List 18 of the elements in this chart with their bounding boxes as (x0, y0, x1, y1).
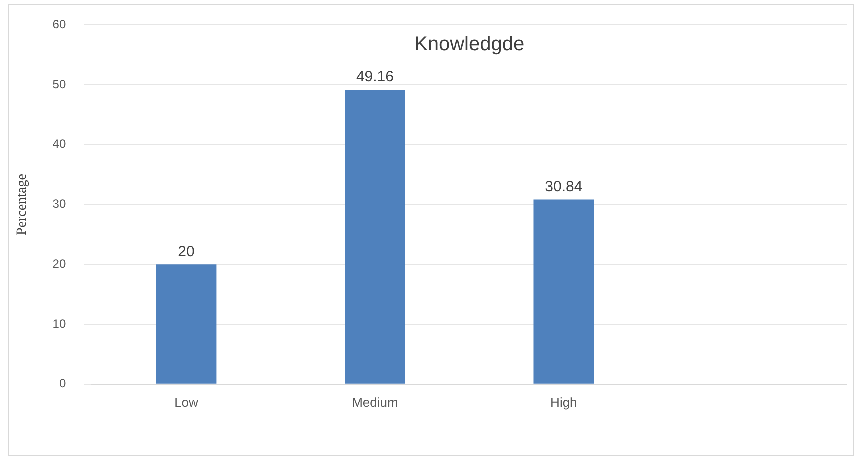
x-tick-label: Low (174, 394, 200, 410)
data-label: 49.16 (356, 68, 394, 86)
chart-title: Knowledgde (414, 34, 525, 56)
data-label: 20 (178, 243, 195, 260)
y-axis-title: Percentage (15, 174, 30, 236)
y-tick-label: 30 (52, 197, 66, 212)
y-tick-label: 0 (59, 376, 66, 391)
x-tick-label: High (550, 394, 578, 410)
bar (156, 264, 217, 384)
y-tick-label: 50 (52, 77, 66, 92)
x-tick-label: Medium (352, 394, 398, 410)
bar (345, 90, 406, 384)
y-tick-label: 20 (52, 256, 66, 271)
data-label: 30.84 (545, 178, 583, 196)
bar (534, 200, 594, 384)
y-tick-label: 10 (52, 316, 66, 331)
y-tick-label: 60 (52, 18, 66, 32)
y-tick-label: 40 (52, 137, 66, 152)
